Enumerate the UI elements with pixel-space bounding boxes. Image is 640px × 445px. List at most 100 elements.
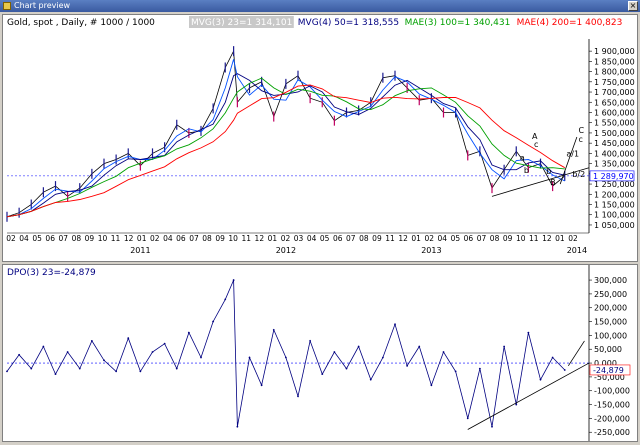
month-label: 01 [137,234,147,243]
window-title: Chart preview [14,1,71,10]
dpo-point [333,351,336,353]
close-button[interactable]: × [628,1,638,11]
mae3-line [6,77,565,218]
month-label: 02 [568,234,578,243]
dpo-point [454,370,457,373]
month-label: 10 [98,234,108,243]
month-label: 01 [268,234,278,243]
dpo-point [381,356,384,359]
month-label: 07 [477,234,487,243]
dpo-point [442,351,445,353]
dpo-point [200,356,202,359]
dpo-point [309,340,312,342]
dpo-y-tick-label: 250,000 [594,290,627,299]
dpo-point [139,370,142,373]
price-y-tick-label: 1 850,000 [594,57,635,66]
month-label: 11 [241,234,251,243]
year-label: 2013 [421,246,441,255]
dpo-point [527,331,530,334]
dpo-y-tick-label: 300,000 [594,276,627,285]
dpo-y-tick-label: -50,000 [594,373,625,382]
wave-label: B [550,178,556,187]
dpo-point [115,370,118,373]
dpo-point [260,384,263,387]
dpo-point [478,367,481,370]
dpo-point [127,337,130,340]
title-bar[interactable]: Chart preview × [0,0,640,12]
price-plot-area [7,39,589,233]
dpo-point [187,331,190,334]
dpo-point [406,364,409,367]
month-label: 07 [189,234,199,243]
dpo-point [232,279,235,281]
dpo-support-trendline [467,362,590,430]
dpo-point [563,369,566,371]
legend-entry: MVG(3) 23=1 314,101 [191,18,292,28]
legend-entry: MAE(4) 200=1 400,823 [517,18,623,28]
app-icon [3,2,11,10]
price-support-trendline [491,167,590,197]
dpo-point [284,356,287,359]
price-y-tick-label: 1 350,000 [594,160,635,169]
dpo-point [54,373,57,376]
dpo-point [6,370,8,373]
price-y-tick-label: 1 250,000 [594,180,635,189]
month-label: 04 [163,234,173,243]
wave-label: C [578,126,584,135]
dpo-title: DPO(3) 23=-24,879 [7,268,96,278]
dpo-point [224,298,227,301]
dpo-point [394,323,396,326]
dpo-point [345,367,348,370]
month-label: 02 [150,234,160,243]
month-label: 11 [529,234,539,243]
dpo-series-line [6,279,566,427]
dpo-panel: DPO(3) 23=-24,879 300,000 250,000 200,000 15… [2,264,638,442]
month-label: 09 [372,234,382,243]
month-label: 12 [255,234,265,243]
dpo-point [151,351,154,353]
dpo-point [236,425,239,428]
month-label: 04 [307,234,317,243]
dpo-y-tick-label: -150,000 [594,401,630,410]
price-last-value-label: 1 289,970 [593,172,634,181]
dpo-y-tick-label: 0,000 [594,359,617,368]
mvg3-line [6,59,566,218]
wave-label: A [532,132,538,141]
month-label: 06 [464,234,474,243]
month-label: 09 [503,234,513,243]
month-label: 12 [398,234,408,243]
price-y-tick-label: 1 200,000 [594,190,635,199]
month-label: 11 [111,234,121,243]
month-label: 05 [451,234,461,243]
price-y-tick-label: 1 050,000 [594,221,635,230]
dpo-point [369,378,372,381]
dpo-point [551,356,554,359]
month-label: 10 [228,234,238,243]
dpo-point [503,345,506,348]
month-label: 08 [202,234,212,243]
price-series-line [6,49,566,218]
dpo-point [78,367,81,370]
month-label: 06 [333,234,343,243]
dpo-point [248,356,251,359]
price-panel: Gold, spot , Daily, # 1000 / 1000 MVG(3) … [2,14,638,262]
dpo-point [466,417,469,420]
month-label: 04 [19,234,29,243]
wave-label: b [524,166,529,175]
price-y-tick-label: 1 600,000 [594,108,635,117]
legend-entry: MVG(4) 50=1 318,555 [298,18,399,28]
legend-bg [189,16,294,28]
dpo-projection-line [568,340,585,367]
month-label: 08 [359,234,369,243]
year-label: 2012 [276,246,296,255]
dpo-point [539,378,542,381]
dpo-chart: DPO(3) 23=-24,879 300,000 250,000 200,000 15… [6,265,631,441]
dpo-point [321,373,324,376]
wave-label: b/2 [572,170,585,179]
price-y-tick-label: 1 450,000 [594,139,635,148]
year-label: 2011 [130,246,150,255]
dpo-point [175,367,178,370]
price-y-tick-label: 1 750,000 [594,78,635,87]
dpo-y-tick-label: 200,000 [594,304,627,313]
